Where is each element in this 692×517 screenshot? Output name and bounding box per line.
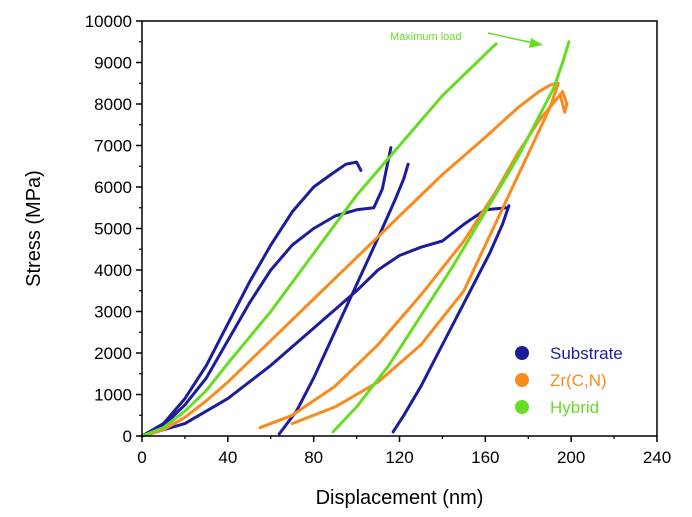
series-curve (140, 206, 509, 438)
series-curve (391, 204, 511, 434)
legend-label: Substrate (550, 344, 623, 363)
legend-label: Zr(C,N) (550, 371, 607, 390)
x-tick-label: 240 (643, 448, 671, 467)
legend-marker (515, 373, 529, 387)
y-tick-label: 2000 (94, 344, 132, 363)
series-curve (140, 146, 393, 438)
y-tick-label: 9000 (94, 54, 132, 73)
x-tick-label: 0 (137, 448, 146, 467)
y-tick-label: 1000 (94, 386, 132, 405)
x-axis-title: Displacement (nm) (316, 487, 484, 509)
x-tick-label: 200 (557, 448, 585, 467)
annotation-arrow (487, 32, 534, 44)
y-tick-label: 6000 (94, 178, 132, 197)
series-curve (140, 81, 558, 438)
x-tick-label: 80 (304, 448, 323, 467)
series-curve (331, 40, 571, 434)
series-curve (258, 90, 569, 430)
maximum-load-annotation: Maximum load (390, 31, 543, 48)
y-tick-label: 3000 (94, 303, 132, 322)
series-2 (140, 40, 571, 438)
x-tick-label: 120 (385, 448, 413, 467)
series-curve (140, 42, 498, 438)
legend-marker (515, 346, 529, 360)
y-tick-label: 0 (123, 427, 132, 446)
y-tick-label: 10000 (85, 12, 132, 31)
series-curve (277, 162, 410, 436)
axis-ticks (136, 20, 658, 442)
annotation-text: Maximum load (390, 31, 462, 43)
series-1 (140, 81, 569, 438)
annotation-arrow-head (529, 38, 543, 48)
y-tick-label: 7000 (94, 137, 132, 156)
tick-labels: 0 40 80 120 160 200 240 0 1000 2000 3000 4000 5000 60… (85, 12, 671, 467)
y-tick-label: 5000 (94, 220, 132, 239)
series-curve (140, 160, 363, 438)
x-tick-label: 40 (218, 448, 237, 467)
x-tick-label: 160 (471, 448, 499, 467)
series-curve (290, 81, 560, 426)
y-tick-label: 8000 (94, 95, 132, 114)
series-0 (140, 146, 511, 438)
legend-label: Hybrid (550, 398, 599, 417)
y-tick-label: 4000 (94, 261, 132, 280)
legend-marker (515, 400, 529, 414)
y-axis-title: Stress (MPa) (23, 170, 45, 287)
legend: Substrate Zr(C,N) Hybrid (515, 344, 623, 417)
plot-data (140, 40, 571, 438)
